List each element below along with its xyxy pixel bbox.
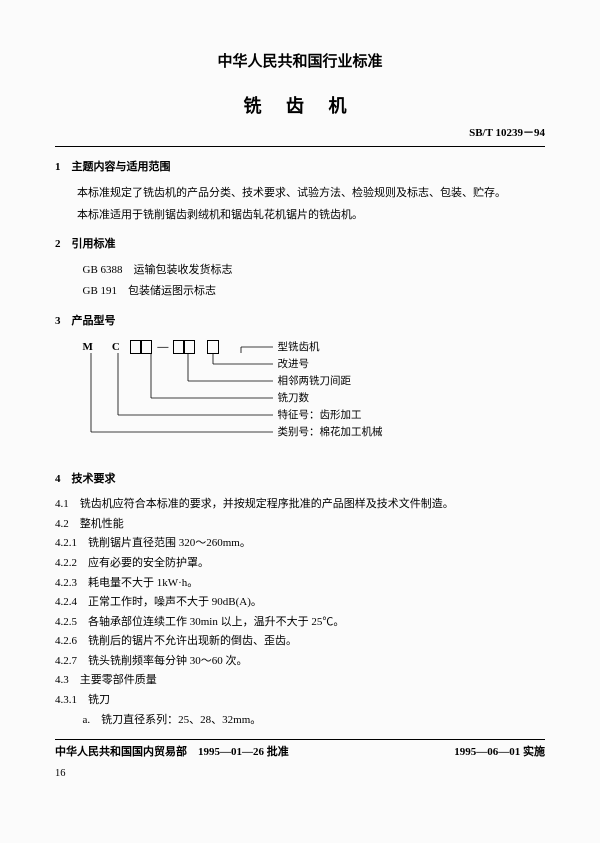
page-number: 16 bbox=[55, 766, 545, 783]
footer-row: 中华人民共和国国内贸易部 1995—01—26 批准 1995—06—01 实施 bbox=[55, 744, 545, 762]
rule-top bbox=[55, 146, 545, 147]
ref-1: GB 6388 运输包装收发货标志 bbox=[83, 262, 546, 280]
org-header: 中华人民共和国行业标准 bbox=[55, 50, 545, 74]
approval-text: 中华人民共和国国内贸易部 1995—01—26 批准 bbox=[55, 744, 289, 762]
spec-4-3-1: 4.3.1 铣刀 bbox=[55, 692, 545, 710]
document-page: 中华人民共和国行业标准 铣 齿 机 SB/T 10239－94 1 主题内容与适… bbox=[0, 0, 600, 843]
dlabel-3: 铣刀数 bbox=[278, 391, 310, 408]
dlabel-1: 改进号 bbox=[278, 357, 310, 374]
spec-4-1: 4.1 铣齿机应符合本标准的要求，并按规定程序批准的产品图样及技术文件制造。 bbox=[55, 496, 545, 514]
doc-title: 铣 齿 机 bbox=[55, 92, 545, 121]
spec-4-2-5: 4.2.5 各轴承部位连续工作 30min 以上，温升不大于 25℃。 bbox=[55, 614, 545, 632]
effective-text: 1995—06—01 实施 bbox=[454, 744, 545, 762]
rule-bottom bbox=[55, 739, 545, 740]
section-1-head: 1 主题内容与适用范围 bbox=[55, 159, 545, 177]
dlabel-5: 类别号：棉花加工机械 bbox=[278, 425, 383, 442]
spec-4-2-2: 4.2.2 应有必要的安全防护罩。 bbox=[55, 555, 545, 573]
spec-4-2-4: 4.2.4 正常工作时，噪声不大于 90dB(A)。 bbox=[55, 594, 545, 612]
section-3-head: 3 产品型号 bbox=[55, 313, 545, 331]
dlabel-0: 型铣齿机 bbox=[278, 340, 320, 357]
s1-p1: 本标准规定了铣齿机的产品分类、技术要求、试验方法、检验规则及标志、包装、贮存。 bbox=[77, 185, 545, 203]
section-4-head: 4 技术要求 bbox=[55, 471, 545, 489]
spec-4-2: 4.2 整机性能 bbox=[55, 516, 545, 534]
spec-4-3-1a: a. 铣刀直径系列：25、28、32mm。 bbox=[55, 712, 545, 730]
spec-4-2-1: 4.2.1 铣削锯片直径范围 320～260mm。 bbox=[55, 535, 545, 553]
ref-2: GB 191 包装储运图示标志 bbox=[83, 283, 546, 301]
s1-p2: 本标准适用于铣削锯齿剥绒机和锯齿轧花机锯片的铣齿机。 bbox=[77, 207, 545, 225]
spec-4-2-6: 4.2.6 铣削后的锯片不允许出现新的倒齿、歪齿。 bbox=[55, 633, 545, 651]
model-diagram: M C — 型铣齿机 改进号 相邻两铣刀间距 铣刀数 特征号：齿形加工 类别号：… bbox=[83, 339, 423, 459]
spec-4-3: 4.3 主要零部件质量 bbox=[55, 672, 545, 690]
dlabel-2: 相邻两铣刀间距 bbox=[278, 374, 352, 391]
dlabel-4: 特征号：齿形加工 bbox=[278, 408, 362, 425]
standard-code: SB/T 10239－94 bbox=[55, 125, 545, 143]
section-2-head: 2 引用标准 bbox=[55, 236, 545, 254]
spec-4-2-3: 4.2.3 耗电量不大于 1kW·h。 bbox=[55, 575, 545, 593]
spec-4-2-7: 4.2.7 铣头铣削频率每分钟 30～60 次。 bbox=[55, 653, 545, 671]
